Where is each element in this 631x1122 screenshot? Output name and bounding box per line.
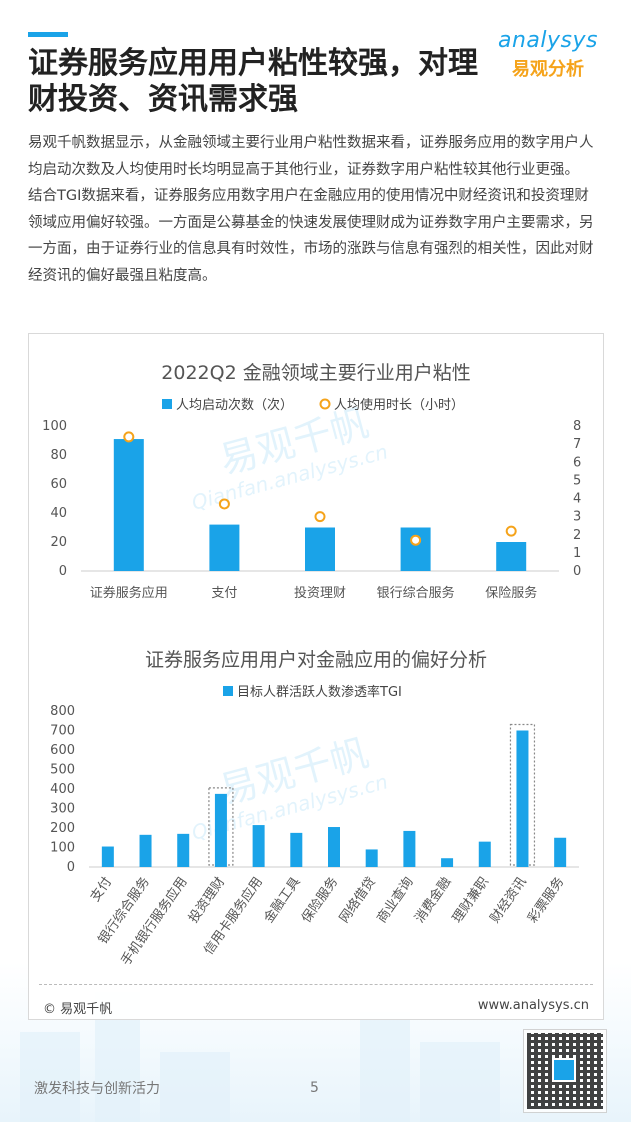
chart2-bar [177, 833, 190, 867]
chart1-legend-marker-swatch [319, 398, 331, 410]
chart2-category-label: 金融工具 [261, 874, 304, 926]
chart2-tick-label: 0 [67, 860, 75, 875]
body-text: 易观千帆数据显示，从金融领域主要行业用户粘性数据来看，证券服务应用的数字用户人均… [28, 130, 603, 289]
chart1-left-tick-label: 60 [50, 477, 67, 492]
chart2-tick-label: 500 [50, 763, 75, 778]
chart2-category-label: 支付 [88, 875, 115, 905]
chart1-marker [123, 431, 135, 443]
chart2-bar [365, 849, 378, 867]
brand-logo: analysys 易观分析 [493, 28, 603, 81]
chart2-category-label: 彩票服务 [524, 874, 567, 926]
chart2-bar [290, 832, 303, 867]
chart2-tick-label: 400 [50, 782, 75, 797]
chart1-left-tick-label: 100 [42, 419, 67, 434]
chart1-legend-bar-swatch [162, 399, 172, 409]
slogan-text: 激发科技与创新活力 [34, 1081, 160, 1097]
chart2-category-label: 财经资讯 [488, 875, 530, 926]
chart2-title: 证券服务应用用户对金融应用的偏好分析 [145, 649, 487, 671]
chart1-bar [209, 524, 240, 571]
chart2-bar [139, 834, 152, 867]
chart2-bar [101, 846, 114, 867]
chart1-left-tick-label: 80 [50, 448, 67, 463]
chart2-bar [516, 730, 529, 867]
chart1-category-label: 投资理财 [294, 585, 346, 601]
chart1-legend-bar-label: 人均启动次数（次） [176, 397, 293, 413]
chart1-marker [218, 498, 230, 510]
chart2-tick-label: 100 [50, 841, 75, 856]
copyright-label: © 易观千帆 [43, 1002, 113, 1017]
chart2-category-label: 投资理财 [185, 874, 228, 926]
chart1-category-label: 证券服务应用 [90, 585, 168, 601]
chart1-bar [400, 527, 431, 571]
chart1-right-tick-label: 7 [573, 437, 581, 452]
logo-text-cn: 易观分析 [512, 59, 584, 80]
chart2-category-label: 保险服务 [298, 874, 341, 926]
chart1-right-tick-label: 4 [573, 492, 581, 507]
chart1-marker [314, 511, 326, 523]
chart2-category-label: 商业查询 [375, 875, 417, 926]
card-footer: © 易观千帆 www.analysys.cn [29, 984, 603, 1017]
chart1-title: 2022Q2 金融领域主要行业用户粘性 [161, 362, 470, 384]
chart2-legend-label: 目标人群活跃人数渗透率TGI [237, 684, 402, 700]
chart2-bar [252, 825, 265, 867]
chart1-marker [410, 534, 422, 546]
logo-text-en: analysys [498, 28, 598, 53]
chart2-tick-label: 800 [50, 704, 75, 719]
chart1-bar [305, 527, 335, 571]
charts-svg: 易观千帆Qianfan.analysys.cn易观千帆Qianfan.analy… [42, 362, 581, 968]
chart2-tick-label: 700 [50, 724, 75, 739]
chart1-category-label: 银行综合服务 [377, 585, 455, 601]
chart1-right-tick-label: 3 [573, 510, 581, 525]
chart2-tick-label: 200 [50, 821, 75, 836]
paragraph-1: 易观千帆数据显示，从金融领域主要行业用户粘性数据来看，证券服务应用的数字用户人均… [28, 135, 594, 178]
chart2-bar [214, 793, 227, 867]
chart1-legend-marker-label: 人均使用时长（小时） [334, 397, 464, 413]
chart2-bar [403, 830, 416, 867]
chart1-right-tick-label: 8 [573, 419, 581, 434]
chart1-left-tick-label: 20 [50, 535, 67, 550]
footer-divider [39, 984, 593, 985]
chart2-category-label: 理财兼职 [450, 875, 492, 926]
chart2-category-label: 手机银行服务应用 [118, 874, 191, 968]
chart2-bar [328, 827, 340, 867]
chart1-right-tick-label: 2 [573, 528, 581, 543]
chart1-right-tick-label: 6 [573, 455, 581, 470]
title-accent-bar [28, 32, 68, 37]
paragraph-2: 结合TGI数据来看，证券服务应用数字用户在金融应用的使用情况中财经资讯和投资理财… [28, 188, 594, 284]
chart1-marker [505, 525, 517, 537]
chart2-bar [554, 837, 567, 867]
website-link[interactable]: www.analysys.cn [477, 998, 589, 1013]
chart1-left-tick-label: 40 [50, 506, 67, 521]
chart1-category-label: 保险服务 [485, 585, 537, 601]
chart1-category-label: 支付 [211, 586, 237, 601]
chart1-bar [113, 439, 144, 571]
page-number: 5 [310, 1080, 319, 1096]
chart2-bar [441, 858, 454, 867]
chart1-right-tick-label: 1 [573, 546, 581, 561]
chart2-category-label: 网络借贷 [336, 874, 379, 926]
chart2-tick-label: 300 [50, 802, 75, 817]
chart2-category-label: 消费金融 [411, 874, 454, 926]
chart1-right-tick-label: 0 [573, 564, 581, 579]
chart2-legend-swatch [223, 686, 233, 696]
chart2-bar [478, 841, 491, 867]
chart1-right-tick-label: 5 [573, 473, 581, 488]
chart1-bar [496, 542, 527, 571]
page-title: 证券服务应用用户粘性较强，对理财投资、资讯需求强 [28, 46, 478, 117]
qr-code-logo [552, 1058, 576, 1082]
chart2-tick-label: 600 [50, 743, 75, 758]
chart-card: 易观千帆 Qianfan.analysys.cn 易观千帆 Qianfan.analy… [28, 333, 604, 1020]
chart1-left-tick-label: 0 [59, 564, 67, 579]
